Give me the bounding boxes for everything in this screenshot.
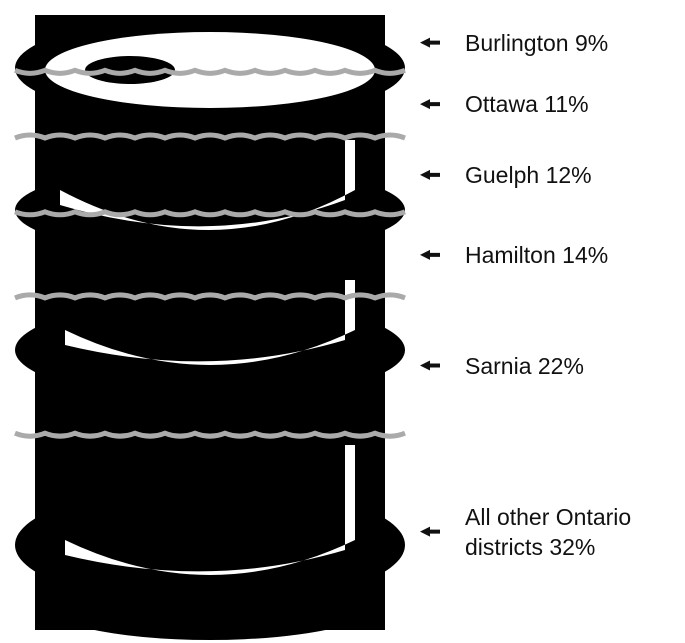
pointer-arrow — [420, 527, 440, 537]
category-name: Burlington — [465, 30, 569, 56]
segment-label: Burlington 9% — [465, 28, 675, 58]
segment-label: All other Ontario districts 32% — [465, 502, 675, 562]
category-name: Sarnia — [465, 353, 531, 379]
segment-label: Ottawa 11% — [465, 89, 675, 119]
pointer-arrow — [420, 170, 440, 180]
segment-label: Sarnia 22% — [465, 351, 675, 381]
chart: Burlington 9% Ottawa 11% Guelph 12% Hamilto… — [0, 0, 685, 643]
value-label: 12% — [546, 162, 592, 188]
pointer-arrow — [420, 38, 440, 48]
value-label: 14% — [562, 242, 608, 268]
value-label: 11% — [544, 91, 588, 117]
value-label: 22% — [538, 353, 584, 379]
category-name: Hamilton — [465, 242, 556, 268]
pointer-arrow — [420, 361, 440, 371]
pointer-arrow — [420, 250, 440, 260]
value-label: 32% — [549, 534, 595, 560]
segment-label: Guelph 12% — [465, 160, 675, 190]
pointer-arrow — [420, 99, 440, 109]
category-name: Ottawa — [465, 91, 538, 117]
category-name: Guelph — [465, 162, 539, 188]
value-label: 9% — [575, 30, 608, 56]
segment-label: Hamilton 14% — [465, 240, 675, 270]
